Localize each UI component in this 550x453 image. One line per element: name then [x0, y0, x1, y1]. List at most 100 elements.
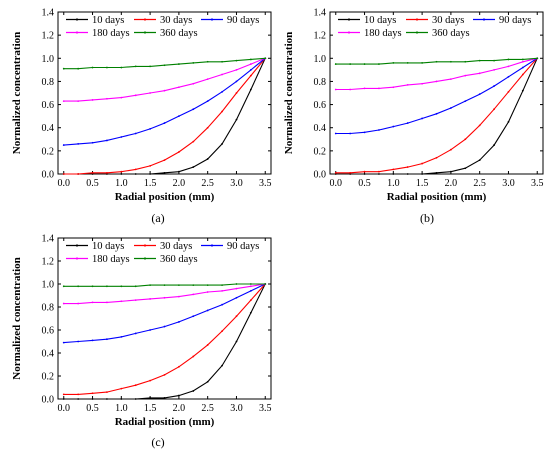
legend-marker [143, 257, 147, 260]
data-point [206, 309, 209, 312]
legend-entry: 90 days [227, 15, 259, 26]
data-point [392, 125, 395, 128]
data-point [120, 170, 123, 173]
data-point [149, 165, 152, 167]
data-point [378, 87, 380, 90]
legend-entry: 10 days [92, 15, 124, 26]
legend-marker [347, 18, 351, 21]
data-point [235, 296, 238, 299]
x-tick-label: 0.0 [58, 178, 71, 189]
data-point [206, 380, 209, 383]
data-point [435, 156, 438, 159]
data-point [134, 65, 137, 68]
data-point [249, 63, 252, 65]
y-tick-label: 0.6 [314, 100, 327, 111]
data-point [349, 132, 352, 135]
data-point [163, 373, 166, 376]
data-point [464, 100, 467, 102]
data-point [221, 303, 223, 306]
data-point [235, 118, 238, 121]
data-point [493, 144, 495, 146]
data-point [478, 93, 481, 96]
data-point [120, 66, 123, 69]
series-line-30-days [63, 283, 266, 395]
data-point [192, 355, 195, 358]
data-point [334, 171, 337, 174]
data-point [163, 171, 166, 174]
data-point [163, 284, 166, 287]
data-point [521, 66, 524, 69]
data-point [206, 291, 209, 293]
series-line-30-days [63, 57, 266, 175]
data-point [221, 90, 223, 93]
x-tick-label: 2.0 [445, 178, 458, 189]
legend-entry: 10 days [92, 241, 124, 252]
data-point [120, 136, 123, 138]
data-point [149, 127, 152, 130]
data-point [206, 78, 209, 81]
data-point [77, 100, 80, 102]
x-tick-label: 3.0 [230, 178, 243, 189]
y-tick-label: 0.8 [42, 77, 55, 88]
data-point [334, 88, 337, 91]
data-point [235, 80, 238, 83]
data-point [406, 84, 409, 86]
data-point [177, 170, 180, 173]
data-point [106, 285, 108, 288]
data-point [62, 398, 65, 400]
data-point [507, 90, 510, 93]
data-point [134, 94, 137, 97]
data-point [192, 166, 195, 168]
data-point [249, 283, 252, 285]
series-line-30-days [335, 57, 538, 174]
data-point [421, 173, 424, 175]
data-point [221, 330, 223, 333]
series-line-90-days [63, 283, 266, 344]
data-point [392, 62, 395, 64]
legend-marker [75, 257, 79, 260]
legend-entry: 180 days [92, 254, 130, 265]
y-tick-label: 0.4 [42, 123, 55, 134]
plot-frame [57, 11, 272, 175]
series-line-10-days [335, 58, 538, 175]
y-tick-label: 1.0 [314, 54, 327, 65]
panel-caption: (b) [420, 211, 434, 225]
data-point [378, 63, 380, 65]
legend-entry: 180 days [364, 28, 402, 39]
data-point [235, 92, 238, 94]
data-point [134, 285, 137, 288]
data-point [177, 394, 180, 397]
legend-marker [75, 18, 79, 21]
data-point [221, 60, 223, 63]
series-line-10-days [63, 283, 266, 400]
data-point [249, 68, 252, 71]
data-point [221, 110, 223, 113]
data-point [134, 384, 137, 387]
x-tick-label: 2.0 [173, 178, 186, 189]
data-point [478, 159, 481, 162]
data-point [464, 167, 467, 170]
data-point [406, 122, 409, 124]
panel-caption: (c) [151, 435, 164, 449]
legend-marker [143, 18, 147, 21]
data-point [163, 296, 166, 299]
data-point [264, 283, 267, 285]
y-tick-label: 0.6 [42, 326, 55, 337]
data-point [149, 298, 152, 300]
data-point [77, 393, 80, 396]
legend-entry: 360 days [160, 28, 198, 39]
data-point [149, 329, 152, 331]
data-point [221, 73, 223, 76]
x-tick-label: 3.5 [531, 178, 544, 189]
data-point [62, 302, 65, 305]
data-point [406, 173, 409, 175]
data-point [235, 315, 238, 318]
y-axis-label: Normalized concentration [11, 257, 23, 380]
data-point [221, 284, 223, 287]
data-point [163, 325, 166, 328]
data-point [421, 162, 424, 165]
data-point [62, 144, 65, 146]
data-point [106, 97, 108, 100]
data-point [77, 67, 80, 70]
